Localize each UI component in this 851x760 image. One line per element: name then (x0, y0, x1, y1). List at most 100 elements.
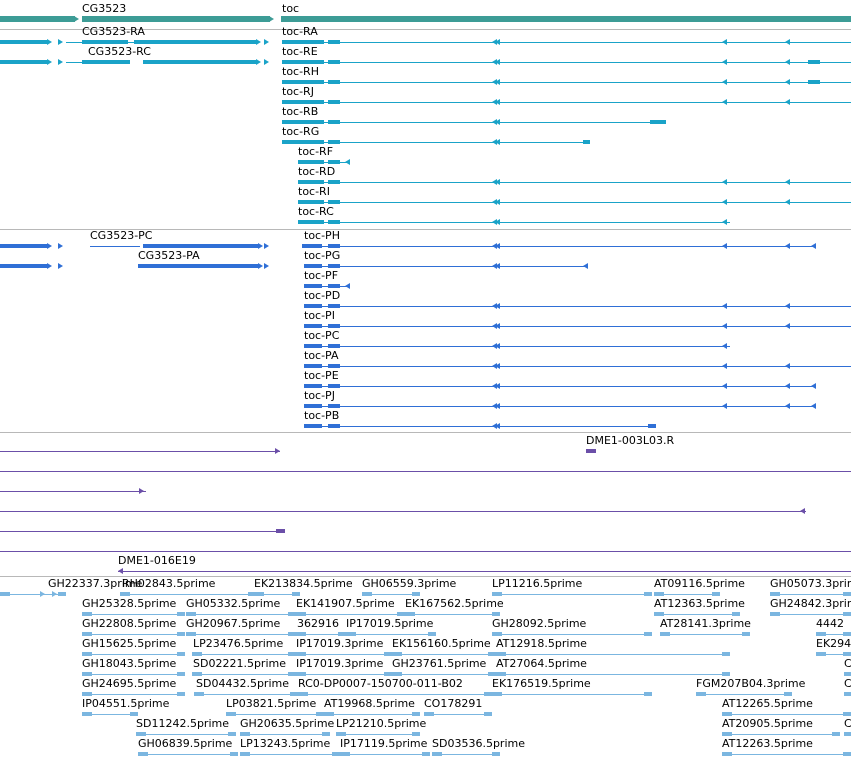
transcript-exon (82, 60, 130, 64)
transcript-exon (328, 120, 340, 124)
strand-arrow-left-icon (492, 383, 497, 389)
est-block (240, 752, 250, 756)
strand-arrow-right-icon (258, 263, 263, 269)
protein-exon (328, 344, 340, 348)
est-block (843, 592, 851, 596)
transcript-exon (82, 40, 128, 44)
strand-arrow-left-icon (492, 403, 497, 409)
transcript-exon (328, 160, 340, 164)
strand-arrow-left-icon (492, 303, 497, 309)
protein-intron (90, 246, 140, 247)
protein-exon (328, 364, 340, 368)
strand-arrow-left-icon (785, 303, 790, 309)
est-line (192, 674, 296, 675)
strand-arrow-right-icon (47, 59, 52, 65)
est-label: C (844, 657, 851, 670)
est-label: RH02843.5prime (122, 577, 216, 590)
est-label: SD11242.5prime (136, 717, 229, 730)
clone-label: DME1-003L03.R (586, 434, 675, 447)
protein-exon (328, 284, 340, 288)
est-label: LP13243.5prime (240, 737, 331, 750)
strand-arrow-left-icon (495, 79, 500, 85)
est-label: SD04432.5prime (196, 677, 289, 690)
protein-intron (304, 386, 816, 387)
est-block (316, 712, 324, 716)
strand-arrow-left-icon (495, 39, 500, 45)
est-block (843, 752, 851, 756)
est-block (392, 652, 402, 656)
strand-arrow-left-icon (492, 343, 497, 349)
est-block (296, 652, 306, 656)
clone-line (0, 451, 280, 452)
est-line (654, 614, 740, 615)
est-block (722, 732, 732, 736)
strand-arrow-right-icon (258, 243, 263, 249)
transcript-exon (0, 60, 48, 64)
transcript-exon (298, 160, 324, 164)
transcript-intron (128, 42, 134, 43)
transcript-exon (328, 80, 340, 84)
est-line (392, 654, 496, 655)
est-block (844, 672, 851, 676)
est-block (496, 652, 506, 656)
protein-intron (304, 366, 851, 367)
est-block (660, 632, 670, 636)
strand-arrow-left-icon (785, 323, 790, 329)
est-block (784, 692, 792, 696)
strand-arrow-left-icon (583, 263, 588, 269)
strand-arrow-left-icon (492, 139, 497, 145)
protein-intron (304, 246, 816, 247)
est-block (138, 752, 148, 756)
est-line (120, 594, 256, 595)
est-block (288, 652, 296, 656)
transcript-label: toc-RG (282, 125, 320, 138)
transcript-label: toc-RB (282, 105, 319, 118)
est-line (226, 714, 324, 715)
est-block (484, 712, 492, 716)
est-label: AT12363.5prime (654, 597, 745, 610)
transcript-intron (282, 122, 666, 123)
est-label: AT28141.3prime (660, 617, 751, 630)
clone-line (118, 571, 851, 572)
est-label: LP03821.5prime (226, 697, 317, 710)
est-line (770, 614, 851, 615)
est-line (816, 654, 851, 655)
est-block (843, 712, 851, 716)
est-line (362, 594, 420, 595)
strand-arrow-left-icon (495, 323, 500, 329)
est-line (722, 734, 840, 735)
transcript-exon (298, 220, 324, 224)
est-block (712, 592, 720, 596)
est-block (696, 692, 706, 696)
est-line (492, 594, 652, 595)
strand-arrow-left-icon (492, 323, 497, 329)
est-line (340, 754, 430, 755)
strand-arrow-right-icon (264, 39, 269, 45)
est-block (82, 632, 92, 636)
strand-arrow-left-icon (495, 423, 500, 429)
transcript-exon (282, 100, 324, 104)
protein-exon (0, 244, 48, 248)
clone-line (0, 511, 806, 512)
protein-exon (328, 424, 340, 428)
protein-exon (304, 344, 322, 348)
est-label: IP17019.3prime (296, 637, 384, 650)
transcript-exon (328, 220, 340, 224)
strand-arrow-left-icon (722, 363, 727, 369)
est-block (82, 652, 92, 656)
transcript-exon (808, 60, 820, 64)
strand-arrow-left-icon (785, 99, 790, 105)
est-block (324, 712, 334, 716)
est-line (82, 654, 185, 655)
est-label: GH24695.5prime (82, 677, 177, 690)
est-label: AT12918.5prime (496, 637, 587, 650)
strand-arrow-left-icon (492, 119, 497, 125)
strand-arrow-right-icon (58, 243, 63, 249)
est-block (186, 632, 196, 636)
est-line (722, 754, 851, 755)
strand-arrow-left-icon (495, 383, 500, 389)
transcript-exon (282, 140, 324, 144)
protein-label: toc-PG (304, 249, 341, 262)
strand-arrow-left-icon (811, 243, 816, 249)
transcript-exon (808, 80, 820, 84)
